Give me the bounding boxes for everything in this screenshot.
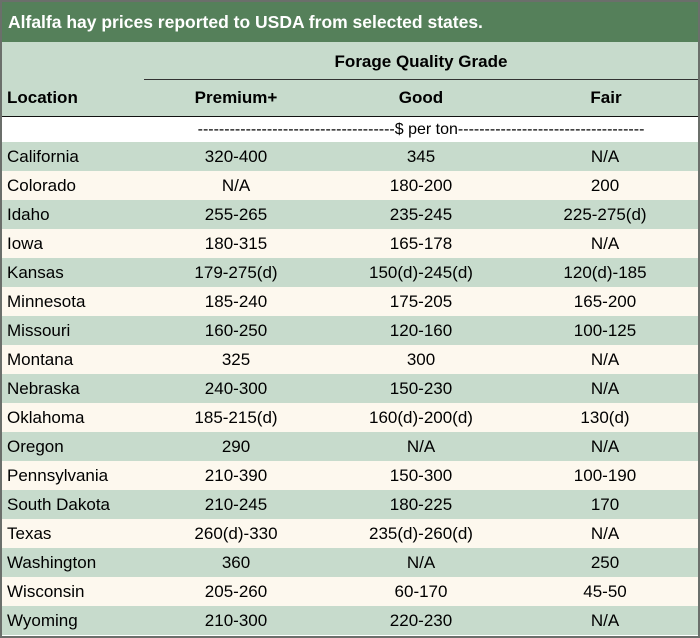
premium-cell: 185-240 bbox=[204, 291, 268, 311]
location-cell: Texas bbox=[7, 523, 52, 543]
table-body: California 320-400 345 N/A Colorado N/A 180-20… bbox=[2, 142, 698, 635]
table-row: Missouri 160-250 120-160 100-125 bbox=[2, 316, 698, 345]
good-cell: 235(d)-260(d) bbox=[369, 523, 473, 543]
fair-cell: 100-190 bbox=[573, 465, 637, 485]
table-row: Idaho 255-265 235-245 225-275(d) bbox=[2, 200, 698, 229]
premium-cell: 260(d)-330 bbox=[194, 523, 278, 543]
location-cell: Idaho bbox=[7, 204, 50, 224]
good-cell: 60-170 bbox=[394, 581, 448, 601]
table-row: Oregon 290 N/A N/A bbox=[2, 432, 698, 461]
location-cell: Pennsylvania bbox=[7, 465, 109, 485]
location-cell: Washington bbox=[7, 552, 97, 572]
good-cell: 160(d)-200(d) bbox=[369, 407, 473, 427]
location-cell: Montana bbox=[7, 349, 74, 369]
table-row: Texas 260(d)-330 235(d)-260(d) N/A bbox=[2, 519, 698, 548]
location-cell: Nebraska bbox=[7, 378, 80, 398]
fair-cell: 225-275(d) bbox=[563, 204, 647, 224]
table-row: Colorado N/A 180-200 200 bbox=[2, 171, 698, 200]
table-row: Pennsylvania 210-390 150-300 100-190 bbox=[2, 461, 698, 490]
good-cell: N/A bbox=[406, 436, 436, 456]
fair-cell: 250 bbox=[590, 552, 620, 572]
good-cell: 165-178 bbox=[389, 233, 453, 253]
premium-cell: 210-390 bbox=[204, 465, 268, 485]
location-cell: Minnesota bbox=[7, 291, 86, 311]
table-row: Nebraska 240-300 150-230 N/A bbox=[2, 374, 698, 403]
column-header-location: Location bbox=[7, 88, 78, 107]
premium-cell: 290 bbox=[221, 436, 251, 456]
location-cell: Oklahoma bbox=[7, 407, 85, 427]
table-row: Oklahoma 185-215(d) 160(d)-200(d) 130(d) bbox=[2, 403, 698, 432]
column-header-good: Good bbox=[398, 88, 444, 107]
premium-cell: 255-265 bbox=[204, 204, 268, 224]
fair-cell: N/A bbox=[590, 523, 620, 543]
good-cell: 150-230 bbox=[389, 378, 453, 398]
location-cell: Colorado bbox=[7, 175, 76, 195]
table-row: South Dakota 210-245 180-225 170 bbox=[2, 490, 698, 519]
good-cell: 345 bbox=[406, 146, 436, 166]
premium-cell: 210-300 bbox=[204, 610, 268, 630]
location-cell: South Dakota bbox=[7, 494, 111, 514]
fair-cell: 170 bbox=[590, 494, 620, 514]
fair-cell: 45-50 bbox=[583, 581, 627, 601]
fair-cell: 200 bbox=[590, 175, 620, 195]
table-title: Alfalfa hay prices reported to USDA from… bbox=[2, 2, 698, 42]
good-cell: 175-205 bbox=[389, 291, 453, 311]
location-cell: Oregon bbox=[7, 436, 64, 456]
fair-cell: 120(d)-185 bbox=[563, 262, 647, 282]
good-cell: 300 bbox=[406, 349, 436, 369]
fair-cell: N/A bbox=[590, 378, 620, 398]
location-cell: Iowa bbox=[7, 233, 43, 253]
forage-quality-grade-label: Forage Quality Grade bbox=[334, 52, 508, 71]
premium-cell: N/A bbox=[221, 175, 251, 195]
fair-cell: N/A bbox=[590, 146, 620, 166]
good-cell: N/A bbox=[406, 552, 436, 572]
premium-cell: 185-215(d) bbox=[194, 407, 278, 427]
good-cell: 120-160 bbox=[389, 320, 453, 340]
good-cell: 235-245 bbox=[389, 204, 453, 224]
location-cell: Wyoming bbox=[7, 610, 78, 630]
table-row: Iowa 180-315 165-178 N/A bbox=[2, 229, 698, 258]
fair-cell: N/A bbox=[590, 610, 620, 630]
location-cell: California bbox=[7, 146, 79, 166]
table-row: Wyoming 210-300 220-230 N/A bbox=[2, 606, 698, 635]
good-cell: 150-300 bbox=[389, 465, 453, 485]
fair-cell: N/A bbox=[590, 233, 620, 253]
location-cell: Missouri bbox=[7, 320, 71, 340]
premium-cell: 160-250 bbox=[204, 320, 268, 340]
premium-cell: 179-275(d) bbox=[194, 262, 278, 282]
location-cell: Wisconsin bbox=[7, 581, 85, 601]
good-cell: 150(d)-245(d) bbox=[369, 262, 473, 282]
good-cell: 180-225 bbox=[389, 494, 453, 514]
unit-label: -------------------------------------$ p… bbox=[197, 121, 645, 138]
fair-cell: 165-200 bbox=[573, 291, 637, 311]
good-cell: 220-230 bbox=[389, 610, 453, 630]
premium-cell: 240-300 bbox=[204, 378, 268, 398]
table-header: Forage Quality Grade Location Premium+ G… bbox=[2, 42, 698, 117]
table-row: Kansas 179-275(d) 150(d)-245(d) 120(d)-185 bbox=[2, 258, 698, 287]
fair-cell: N/A bbox=[590, 436, 620, 456]
premium-cell: 360 bbox=[221, 552, 251, 572]
good-cell: 180-200 bbox=[389, 175, 453, 195]
table-row: Minnesota 185-240 175-205 165-200 bbox=[2, 287, 698, 316]
table-row: Wisconsin 205-260 60-170 45-50 bbox=[2, 577, 698, 606]
premium-cell: 205-260 bbox=[204, 581, 268, 601]
premium-cell: 210-245 bbox=[204, 494, 268, 514]
premium-cell: 325 bbox=[221, 349, 251, 369]
column-header-premium: Premium+ bbox=[194, 88, 278, 107]
table-row: California 320-400 345 N/A bbox=[2, 142, 698, 171]
fair-cell: 100-125 bbox=[573, 320, 637, 340]
fair-cell: N/A bbox=[590, 349, 620, 369]
group-header-rule bbox=[144, 79, 698, 80]
premium-cell: 320-400 bbox=[204, 146, 268, 166]
table-row: Washington 360 N/A 250 bbox=[2, 548, 698, 577]
location-cell: Kansas bbox=[7, 262, 64, 282]
premium-cell: 180-315 bbox=[204, 233, 268, 253]
column-header-fair: Fair bbox=[590, 88, 622, 107]
fair-cell: 130(d) bbox=[580, 407, 630, 427]
table-row: Montana 325 300 N/A bbox=[2, 345, 698, 374]
unit-row: -------------------------------------$ p… bbox=[2, 117, 698, 142]
